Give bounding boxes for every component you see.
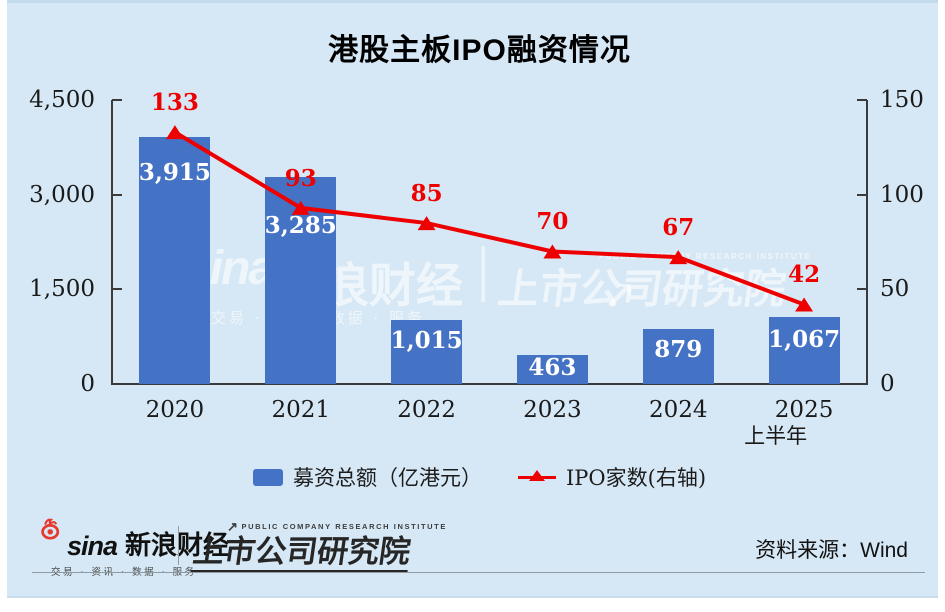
- bar-2022: [391, 319, 463, 384]
- legend-line-label: IPO家数(右轴): [565, 466, 707, 490]
- chart-panel: 港股主板IPO融资情况 sina 新浪财经 交易 · 资讯 · 数据 · 服务 …: [7, 0, 938, 598]
- right-axis-label: 50: [880, 276, 910, 303]
- line-marker-triangle: [417, 216, 436, 231]
- x-axis-line: [111, 383, 868, 385]
- footer-rule: [32, 572, 925, 573]
- chart-title: 港股主板IPO融资情况: [328, 34, 631, 67]
- bar-value-label: 3,915: [138, 158, 211, 186]
- bar-2021: [265, 176, 337, 384]
- data-source-label: 资料来源：Wind: [755, 539, 908, 562]
- pcri-chinese-wordmark: 上市公司研究院: [190, 534, 413, 573]
- bar-value-label: 1,067: [768, 325, 841, 353]
- legend: 募资总额（亿港元） IPO家数(右轴): [7, 462, 945, 492]
- legend-line-marker-icon: [517, 468, 556, 486]
- line-value-label: 70: [536, 208, 569, 236]
- x-axis-label-2025: 2025 上半年: [744, 397, 834, 448]
- left-axis-tick: [112, 99, 122, 101]
- pcri-english-text: PUBLIC COMPANY RESEARCH INSTITUTE: [241, 522, 447, 531]
- x-axis-label-note: 上半年: [744, 424, 808, 448]
- bar-value-label: 879: [654, 335, 703, 363]
- bar-2025: [768, 316, 840, 384]
- pcri-logo: ↗ PUBLIC COMPANY RESEARCH INSTITUTE 上市公司研…: [190, 519, 447, 573]
- left-axis-label: 0: [80, 371, 95, 397]
- line-value-label: 85: [410, 180, 443, 208]
- line-value-label: 67: [662, 214, 695, 242]
- sina-finance-name: 新浪财经: [125, 532, 229, 560]
- left-axis-label: 3,000: [29, 181, 95, 208]
- right-axis-line: [866, 100, 868, 384]
- sina-eye-icon: [39, 518, 63, 544]
- x-axis-label-2023: 2023: [523, 397, 582, 423]
- bar-value-label: 463: [528, 353, 577, 381]
- pcri-english-line: ↗ PUBLIC COMPANY RESEARCH INSTITUTE: [227, 519, 447, 535]
- left-axis-label: 1,500: [29, 276, 95, 303]
- footer-divider: [178, 526, 179, 565]
- right-axis-label: 0: [880, 371, 895, 397]
- line-value-label: 133: [150, 89, 199, 117]
- legend-triangle-icon: [528, 470, 545, 481]
- line-value-label: 93: [284, 164, 317, 192]
- right-axis-tick: [857, 288, 867, 291]
- line-value-label: 42: [788, 261, 821, 289]
- watermark-divider: │: [471, 246, 500, 298]
- sina-wordmark: sina: [67, 531, 118, 561]
- left-axis-tick: [112, 288, 122, 291]
- bar-2024: [642, 328, 714, 384]
- watermark-pcri-wordmark: 上市公司研究院: [495, 266, 789, 312]
- left-axis-line: [111, 100, 113, 384]
- left-axis-tick: [112, 193, 122, 196]
- left-axis-label: 4,500: [29, 87, 95, 113]
- right-axis-label: 100: [880, 181, 924, 208]
- legend-bar-swatch: [252, 468, 283, 486]
- bar-2023: [516, 354, 588, 384]
- bar-value-label: 3,285: [264, 211, 337, 239]
- x-axis-label-2024: 2024: [648, 397, 708, 423]
- bar-value-label: 1,015: [390, 326, 463, 354]
- line-marker-triangle: [795, 297, 814, 312]
- x-axis-label-2022: 2022: [397, 397, 456, 423]
- x-axis-label-2020: 2020: [145, 397, 205, 423]
- legend-bar-label: 募资总额（亿港元）: [292, 466, 482, 490]
- right-axis-tick: [857, 193, 867, 196]
- x-axis-label-2021: 2021: [271, 397, 331, 423]
- pcri-arrow-icon: ↗: [227, 519, 240, 534]
- right-axis-label: 150: [880, 87, 924, 113]
- right-axis-tick: [857, 99, 867, 101]
